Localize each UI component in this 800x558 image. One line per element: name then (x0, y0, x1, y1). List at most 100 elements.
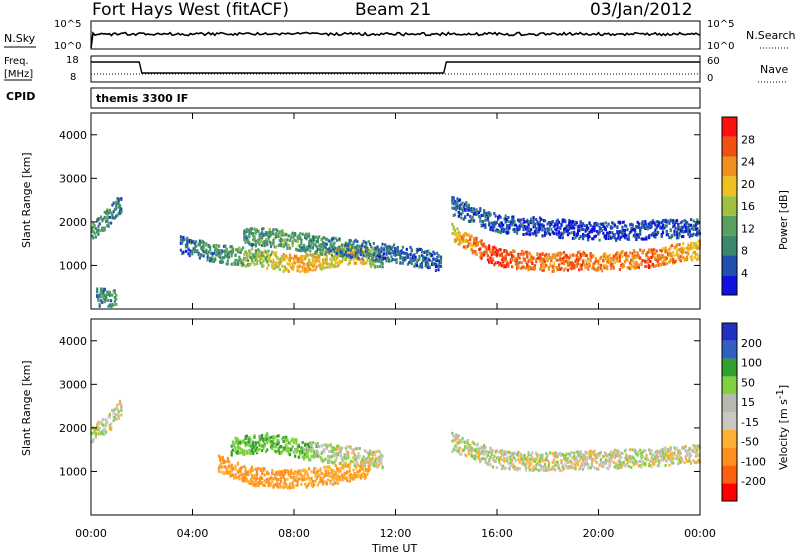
data-cell (507, 264, 510, 268)
data-cell (261, 472, 264, 476)
data-cell (101, 291, 104, 295)
data-cell (457, 441, 460, 445)
data-cell (656, 262, 660, 266)
data-cell (516, 453, 519, 457)
data-cell (660, 455, 663, 459)
data-cell (271, 447, 274, 451)
data-cell (231, 250, 234, 254)
data-cell (254, 449, 257, 453)
data-cell (495, 449, 498, 453)
data-cell (106, 299, 109, 302)
data-cell (200, 241, 203, 244)
data-cell (635, 265, 638, 269)
data-cell (340, 465, 344, 469)
data-cell (243, 252, 246, 256)
data-cell (200, 254, 203, 258)
data-cell (394, 254, 397, 257)
data-cell (268, 227, 271, 231)
data-cell (570, 222, 573, 226)
data-cell (281, 238, 284, 242)
data-cell (267, 237, 270, 241)
data-cell (272, 435, 275, 439)
data-cell (365, 244, 368, 248)
data-cell (346, 445, 349, 449)
data-cell (519, 252, 522, 256)
data-cell (631, 223, 634, 227)
data-cell (606, 224, 609, 228)
data-cell (294, 233, 297, 237)
data-cell (682, 225, 685, 229)
data-cell (339, 250, 342, 254)
data-cell (569, 254, 572, 258)
data-cell (613, 448, 616, 452)
freq-label: Freq. (4, 56, 29, 67)
data-cell (420, 254, 424, 258)
data-cell (234, 473, 237, 477)
data-cell (266, 260, 269, 264)
data-cell (535, 458, 538, 461)
data-cell (604, 257, 607, 261)
data-cell (499, 215, 502, 219)
data-cell (578, 225, 581, 229)
data-cell (292, 238, 295, 242)
data-cell (313, 452, 316, 456)
data-cell (533, 230, 536, 234)
data-cell (401, 261, 404, 265)
data-cell (363, 250, 366, 254)
data-cell (259, 239, 262, 243)
data-cell (611, 455, 614, 459)
data-cell (578, 467, 581, 471)
data-cell (602, 225, 605, 228)
data-cell (278, 234, 281, 238)
data-cell (547, 266, 550, 269)
data-cell (117, 211, 120, 215)
data-cell (277, 448, 280, 452)
data-cell (532, 232, 535, 236)
data-cell (358, 465, 361, 468)
data-cell (328, 472, 331, 476)
data-cell (625, 253, 628, 257)
data-cell (264, 434, 267, 438)
data-cell (480, 253, 483, 257)
data-cell (320, 477, 323, 481)
data-cell (456, 440, 459, 444)
data-cell (290, 448, 293, 452)
data-cell (436, 256, 439, 260)
data-cell (683, 219, 686, 223)
nsearch-tick-top: 10^5 (707, 19, 734, 30)
data-cell (522, 217, 525, 221)
data-cell (287, 485, 290, 489)
data-cell (184, 243, 188, 247)
data-cell (230, 245, 233, 248)
data-cell (518, 467, 521, 471)
data-cell (390, 255, 393, 259)
data-cell (249, 227, 252, 231)
data-cell (689, 218, 693, 222)
data-cell (400, 256, 403, 259)
data-cell (489, 256, 492, 260)
data-cell (306, 233, 309, 237)
data-cell (276, 229, 279, 233)
data-cell (488, 461, 491, 465)
data-cell (306, 476, 309, 480)
data-cell (263, 467, 266, 471)
data-cell (597, 268, 600, 272)
data-cell (589, 259, 592, 263)
data-cell (673, 223, 676, 227)
data-cell (603, 451, 606, 455)
data-cell (282, 448, 285, 452)
data-cell (368, 457, 372, 461)
data-cell (590, 462, 594, 466)
data-cell (598, 454, 601, 458)
data-cell (564, 456, 567, 460)
data-cell (475, 239, 478, 243)
data-cell (375, 259, 378, 263)
data-cell (518, 460, 521, 464)
data-cell (295, 484, 298, 487)
data-cell (225, 262, 228, 266)
data-cell (179, 241, 182, 245)
data-cell (486, 246, 490, 250)
data-cell (280, 479, 283, 483)
data-cell (480, 214, 483, 217)
data-cell (295, 438, 298, 442)
